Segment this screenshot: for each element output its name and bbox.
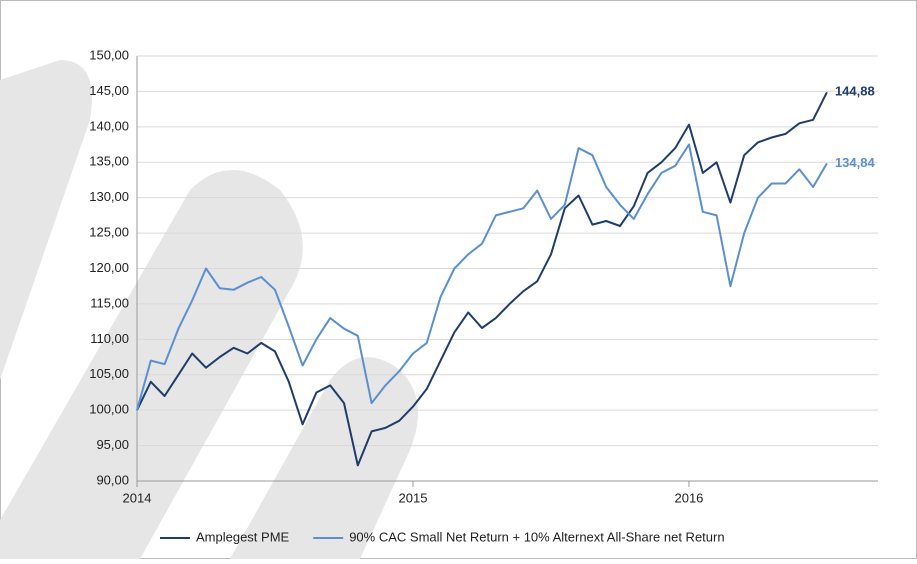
series-line [136,143,828,411]
x-tick-label: 2015 [399,490,428,505]
y-tick-label: 145,00 [89,83,129,98]
legend-label: 90% CAC Small Net Return + 10% Alternext… [349,529,724,544]
y-tick-label: 100,00 [89,402,129,417]
y-tick-label: 95,00 [96,437,129,452]
y-tick-label: 125,00 [89,225,129,240]
y-tick-label: 90,00 [96,472,129,487]
x-tick-label: 2014 [123,490,152,505]
y-tick-label: 130,00 [89,189,129,204]
y-tick-label: 120,00 [89,260,129,275]
y-tick-label: 135,00 [89,154,129,169]
background-decoration [0,60,418,559]
y-tick-label: 115,00 [90,295,129,310]
data-label: 144,88 [835,84,875,99]
y-tick-label: 150,00 [89,47,129,62]
y-tick-label: 110,00 [90,331,129,346]
x-tick-label: 2016 [674,490,703,505]
y-tick-label: 105,00 [89,366,129,381]
legend-label: Amplegest PME [196,529,290,544]
series-line [136,91,828,467]
y-tick-label: 140,00 [89,118,129,133]
data-label: 134,84 [835,155,876,170]
